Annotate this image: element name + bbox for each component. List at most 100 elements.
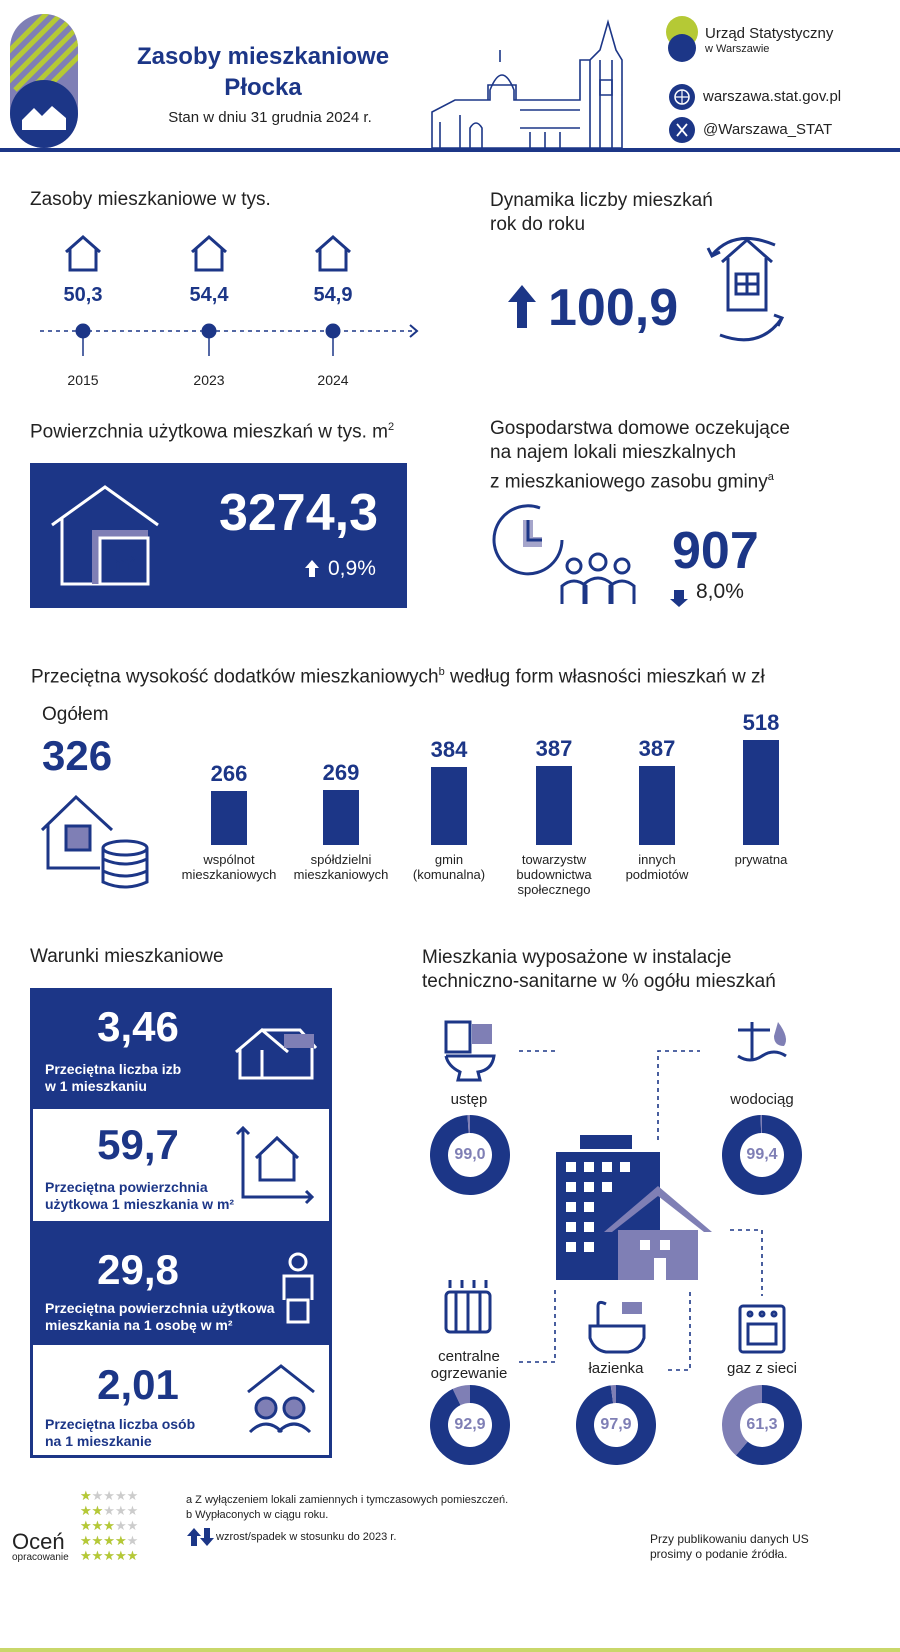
equipment-icons-part — [588, 1300, 646, 1354]
building-icon-part — [580, 1135, 632, 1149]
logo-left-part-part — [10, 14, 77, 77]
section-title: Gospodarstwa domowe oczekujące na najem … — [490, 417, 790, 494]
conditions-icons-part — [235, 1125, 315, 1205]
change: 8,0% — [696, 580, 744, 603]
bar-category: wspólnot mieszkaniowych — [181, 852, 277, 882]
queue-icon-part — [526, 520, 542, 542]
rating-stars-part: ★★★★★ — [80, 1534, 138, 1549]
building-icon-part-part — [602, 1162, 612, 1172]
conditions-icons — [235, 1028, 318, 1434]
donut-label: 99,4 — [746, 1146, 778, 1163]
bar-category: spółdzielni mieszkaniowych — [293, 852, 389, 882]
conditions-icons-part — [288, 1252, 308, 1272]
rating-stars-part: ★★★★★ — [80, 1549, 138, 1564]
change: 0,9% — [328, 557, 376, 580]
section-title: Mieszkania wyposażone w instalacje techn… — [422, 947, 776, 992]
building-icon-part-part — [654, 1258, 666, 1280]
donut-label: 92,9 — [454, 1416, 486, 1433]
condition-label: Przeciętna liczba osób na 1 mieszkanie — [45, 1416, 196, 1449]
conditions-icons-part — [282, 1396, 306, 1420]
conditions-icons-part — [247, 1364, 315, 1394]
building-icon — [556, 1135, 712, 1280]
timeline-icons-part — [409, 324, 419, 338]
benefit-icon-part — [64, 824, 92, 852]
queue-icon-part — [588, 552, 608, 572]
building-icon-part-part — [640, 1240, 650, 1250]
rating-stars-part: ★★★★★ — [80, 1504, 138, 1519]
rating-stars-on-part: ★★ — [80, 1504, 103, 1519]
rate[interactable]: Oceń — [12, 1529, 65, 1554]
total-value: 326 — [42, 732, 113, 779]
equipment-icons-part — [622, 1302, 642, 1314]
rating-stars-on-part: ★ — [80, 1489, 92, 1504]
website[interactable]: warszawa.stat.gov.pl — [703, 88, 842, 105]
logo-left-part — [22, 106, 66, 130]
timeline-year: 2024 — [317, 372, 349, 388]
conditions-icons-part — [254, 1396, 278, 1420]
cycle-house-icon — [706, 237, 785, 342]
cycle-house-icon-part — [721, 238, 773, 312]
queue-icon-part — [565, 557, 583, 575]
title-text: Gospodarstwa domowe oczekujące na najem … — [490, 418, 790, 493]
rating-stars-on-part: ★★★ — [80, 1519, 115, 1534]
bar — [431, 767, 467, 845]
subtitle: Stan w dniu 31 grudnia 2024 r. — [168, 109, 372, 126]
bar — [639, 766, 675, 845]
building-icon-part-part — [584, 1182, 594, 1192]
section-title: Warunki mieszkaniowe — [30, 946, 224, 967]
twitter[interactable]: @Warszawa_STAT — [703, 121, 833, 138]
donut-slice — [429, 1385, 511, 1465]
donut-slice — [722, 1114, 803, 1195]
building-icon-part-part — [602, 1182, 612, 1192]
equipment-icons-part — [472, 1024, 492, 1044]
building-icon-part — [566, 1162, 630, 1252]
bar — [323, 790, 359, 845]
bar-value: 518 — [742, 709, 780, 735]
logo-left — [10, 14, 78, 148]
building-icon-part-part — [566, 1202, 576, 1212]
bar-value: 387 — [638, 736, 676, 762]
conditions-panels — [30, 988, 332, 1458]
logo-left-part-part — [28, 18, 78, 92]
icon-label: m² — [112, 553, 137, 575]
queue-icon — [492, 504, 636, 604]
timeline-year: 2023 — [193, 372, 225, 388]
big-value: 100,9 — [548, 279, 679, 337]
total-label: Ogółem — [42, 704, 109, 725]
donut-label: 97,9 — [600, 1416, 632, 1433]
title-text: Powierzchnia użytkowa mieszkań w tys. m — [30, 421, 388, 443]
benefit-icon-part — [40, 794, 114, 870]
logo-right — [666, 16, 698, 143]
church-part — [439, 50, 613, 148]
rate[interactable]: opracowanie — [12, 1552, 69, 1563]
logo-right-part — [675, 90, 689, 104]
condition-label: Przeciętna liczba izb w 1 mieszkaniu — [45, 1061, 182, 1094]
connectors — [518, 1050, 763, 1371]
rating-stars-on-part: ★★★★ — [80, 1534, 127, 1549]
area-icon — [51, 485, 159, 586]
equipment-icons-part — [774, 1022, 786, 1046]
equipment-icons-part — [448, 1280, 488, 1332]
org: Urząd Statystyczny — [705, 25, 834, 42]
bar-category: gmin (komunalna) — [412, 852, 486, 882]
bar-value: 266 — [210, 761, 248, 786]
building-icon-part-part — [620, 1162, 630, 1172]
section-title: Zasoby mieszkaniowe w tys. — [30, 189, 271, 210]
bar-category: towarzystw budownictwa społecznego — [516, 852, 592, 897]
conditions-icons-part — [254, 1135, 300, 1182]
church — [431, 19, 623, 149]
building-icon-part — [604, 1186, 712, 1232]
donut-category: gaz z sieci — [726, 1360, 798, 1377]
rating-stars-on-part: ★★★★★ — [80, 1549, 138, 1564]
bar — [536, 766, 572, 845]
equipment-icons — [444, 1020, 787, 1354]
benefit-icon-part — [101, 848, 149, 889]
benefit-icon — [40, 794, 149, 889]
title: Zasoby mieszkaniowe — [136, 43, 390, 70]
title-sup: a — [767, 471, 774, 483]
donut-rest — [452, 1385, 470, 1406]
church-part — [520, 79, 613, 148]
timeline-icons-part — [191, 234, 227, 272]
donut-label: 61,3 — [746, 1416, 778, 1433]
